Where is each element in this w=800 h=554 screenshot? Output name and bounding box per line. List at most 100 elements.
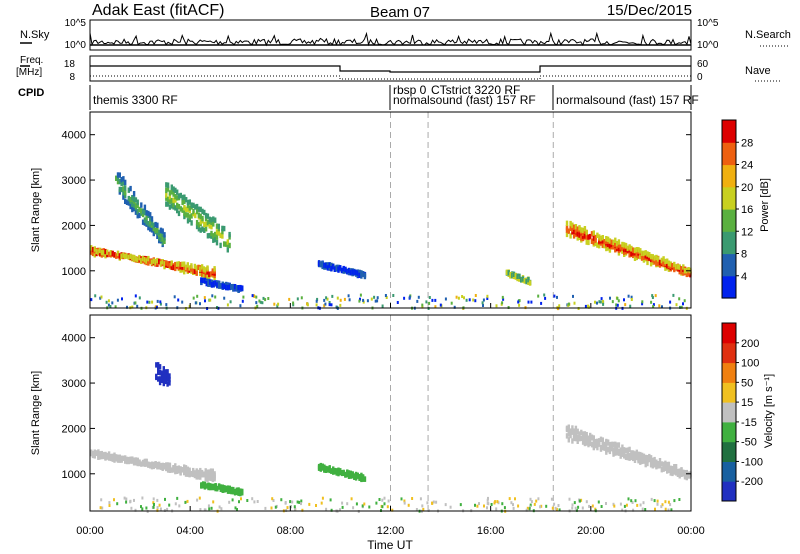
power-cell — [512, 271, 516, 277]
power-clutter — [242, 295, 245, 299]
velocity-clutter — [571, 503, 574, 507]
power-cell — [168, 190, 172, 196]
power-clutter — [328, 301, 331, 304]
velocity-clutter — [284, 501, 287, 505]
velocity-cell — [628, 446, 631, 453]
velocity-clutter — [361, 504, 364, 508]
power-cell — [204, 272, 207, 278]
velocity-clutter — [501, 502, 504, 506]
velocity-clutter — [669, 503, 672, 507]
velocity-clutter — [140, 505, 142, 509]
velocity-cell — [102, 452, 105, 458]
power-cell — [528, 280, 532, 286]
velocity-clutter — [152, 497, 155, 501]
power-clutter — [457, 296, 460, 300]
velocity-clutter — [605, 502, 607, 505]
power-cell — [219, 242, 222, 249]
freq-tick-bottom: 8 — [69, 72, 75, 83]
power-cell — [147, 224, 150, 231]
power-cell — [682, 264, 685, 270]
power-cell — [617, 239, 621, 245]
power-cell — [149, 219, 152, 225]
velocity-clutter — [664, 507, 667, 511]
velocity-cell — [319, 466, 322, 472]
power-clutter — [572, 294, 574, 298]
velocity-clutter — [325, 507, 328, 511]
power-cell — [140, 208, 143, 214]
power-clutter — [90, 298, 93, 302]
velocity-clutter — [678, 498, 681, 501]
power-clutter — [417, 295, 420, 299]
power-cell — [664, 258, 667, 265]
power-cell — [118, 178, 121, 185]
velocity-clutter — [240, 497, 242, 501]
power-clutter — [392, 294, 395, 297]
power-cell — [176, 189, 179, 195]
power-cell — [188, 199, 191, 205]
velocity-clutter — [234, 506, 237, 510]
velocity-ylabel: Slant Range [km] — [30, 371, 42, 455]
velocity-clutter — [125, 497, 128, 501]
velocity-clutter — [113, 498, 115, 502]
power-clutter — [300, 296, 303, 300]
power-cell — [159, 227, 163, 233]
velocity-cell — [565, 433, 569, 439]
power-cell — [136, 199, 139, 205]
power-cell — [208, 271, 211, 277]
velocity-cell — [639, 451, 642, 458]
velocity-cell — [589, 436, 592, 443]
power-clutter — [567, 302, 570, 306]
velocity-cell — [617, 448, 621, 455]
power-cell — [321, 260, 324, 267]
velocity-cell — [669, 465, 672, 471]
velocity-panel: Slant Range [km] 1000 2000 3000 4000 200 100… — [30, 314, 775, 513]
power-clutter — [292, 301, 295, 305]
velocity-clutter — [329, 498, 332, 502]
power-cell — [683, 268, 687, 274]
power-cell — [206, 233, 210, 239]
power-cell — [175, 261, 179, 267]
power-clutter — [600, 297, 603, 301]
velocity-cell — [606, 447, 610, 453]
power-cell — [206, 213, 210, 219]
power-cell — [235, 286, 239, 292]
power-cell — [639, 253, 642, 260]
velocity-cell — [630, 450, 633, 456]
velocity-cell — [567, 437, 570, 443]
power-cell — [204, 221, 208, 227]
velocity-clutter — [653, 499, 656, 503]
power-cell — [621, 241, 624, 248]
velocity-clutter — [407, 503, 410, 507]
power-cell — [104, 253, 107, 259]
power-cell — [143, 204, 147, 210]
power-cell — [614, 241, 617, 248]
power-cell — [145, 210, 148, 216]
velocity-clutter — [204, 508, 207, 512]
power-cell — [580, 235, 583, 241]
velocity-clutter — [159, 507, 162, 511]
colorbar-swatch — [722, 275, 736, 299]
power-clutter — [624, 303, 627, 307]
velocity-clutter — [253, 500, 256, 504]
velocity-cell — [107, 451, 111, 457]
power-cell — [134, 209, 138, 215]
velocity-clutter — [670, 508, 673, 512]
power-cell — [601, 242, 604, 248]
power-clutter — [601, 299, 604, 303]
velocity-cell — [216, 485, 219, 492]
power-clutter — [672, 293, 675, 297]
power-cell — [145, 214, 148, 220]
power-clutter — [468, 298, 471, 302]
power-cell — [143, 217, 147, 223]
power-cell — [226, 239, 229, 245]
power-cell — [150, 220, 154, 226]
velocity-cell — [324, 467, 328, 473]
power-cell — [621, 248, 624, 254]
power-cell — [134, 197, 138, 203]
power-cell — [134, 203, 138, 209]
velocity-cell — [596, 444, 599, 451]
power-clutter — [315, 299, 318, 303]
power-clutter — [611, 300, 614, 304]
power-cell — [360, 270, 363, 276]
power-cell — [626, 245, 629, 252]
